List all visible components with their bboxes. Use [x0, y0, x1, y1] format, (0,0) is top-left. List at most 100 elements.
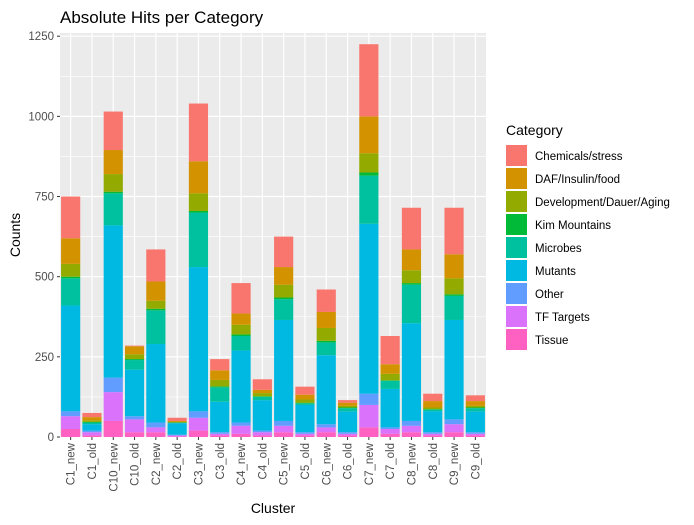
bar-segment-C5_new-kim-mountains — [274, 297, 294, 300]
bar-segment-C3_old-chemicals-stress — [210, 359, 230, 371]
bar-segment-C7_new-tissue — [359, 427, 379, 437]
bar-segment-C2_old-mutants — [167, 423, 187, 435]
bar-segment-C9_old-daf-insulin-food — [465, 401, 485, 406]
bar-segment-C7_old-kim-mountains — [380, 380, 400, 381]
x-tick-label: C10_old — [130, 443, 142, 486]
bar-segment-C1_old-chemicals-stress — [82, 412, 102, 418]
bar-segment-C5_old-kim-mountains — [295, 402, 315, 404]
bar-segment-C3_new-kim-mountains — [188, 210, 209, 213]
bar-segment-C2_old-chemicals-stress — [167, 417, 187, 421]
bar-segment-C4_old-development-dauer-aging — [252, 393, 272, 397]
bar-segment-C9_new-tf-targets — [444, 424, 464, 433]
legend-label: TF Targets — [535, 312, 590, 324]
bar-segment-C8_old-kim-mountains — [423, 409, 443, 410]
bar-segment-C6_new-tissue — [316, 432, 336, 437]
bar-segment-C1_old-tf-targets — [82, 432, 102, 436]
bar-segment-C10_old-other — [124, 416, 145, 420]
bar-segment-C1_old-daf-insulin-food — [82, 417, 102, 421]
legend-key-other — [506, 283, 527, 304]
bar-segment-C1_new-tissue — [61, 428, 81, 437]
bar-segment-C10_old-chemicals-stress — [124, 345, 145, 347]
bar-segment-C3_old-daf-insulin-food — [210, 370, 230, 380]
x-tick-label: C5_new — [279, 442, 291, 485]
bar-segment-C10_new-tissue — [103, 420, 123, 437]
legend-label: Tissue — [535, 335, 568, 347]
bar-segment-C3_old-microbes — [210, 387, 230, 402]
legend: Category Chemicals/stress DAF/Insulin/foo… — [506, 122, 670, 350]
bar-segment-C8_old-microbes — [423, 409, 443, 412]
legend-key-mutants — [506, 260, 527, 281]
bar-segment-C5_new-tissue — [274, 432, 294, 437]
bar-segment-C5_old-tissue — [295, 435, 315, 437]
bar-segment-C7_old-development-dauer-aging — [380, 373, 400, 381]
bar-segment-C6_old-other — [337, 432, 358, 434]
bar-segment-C7_new-tf-targets — [359, 404, 379, 428]
bar-segment-C4_new-daf-insulin-food — [231, 313, 251, 325]
bar-segment-C2_new-kim-mountains — [146, 308, 166, 311]
y-axis: 0 250 500 750 1000 1250 — [28, 31, 60, 444]
bar-segment-C8_new-chemicals-stress — [401, 207, 422, 250]
bar-segment-C8_old-other — [423, 432, 443, 434]
bar-segment-C7_new-chemicals-stress — [359, 44, 379, 117]
bar-segment-C10_old-kim-mountains — [124, 359, 145, 361]
bar-segment-C7_old-tf-targets — [380, 428, 400, 434]
bar-segment-C7_new-daf-insulin-food — [359, 116, 379, 154]
x-tick-label: C8_new — [406, 442, 418, 485]
bar-segment-C4_new-microbes — [231, 336, 251, 351]
bar-segment-C1_new-kim-mountains — [61, 276, 81, 279]
bar-segment-C6_old-microbes — [337, 408, 358, 412]
legend-label: Microbes — [535, 243, 582, 255]
bar-segment-C9_old-microbes — [465, 408, 485, 412]
bar-segment-C8_new-microbes — [401, 284, 422, 324]
bar-segment-C10_new-kim-mountains — [103, 191, 123, 194]
bar-segment-C7_new-mutants — [359, 223, 379, 394]
bar-segment-C9_old-mutants — [465, 411, 485, 433]
y-tick-label: 500 — [35, 272, 54, 284]
plot-panel — [60, 33, 486, 437]
bar-segment-C9_old-tf-targets — [465, 433, 485, 436]
legend-key-development-dauer-aging — [506, 191, 527, 212]
bar-segment-C9_new-microbes — [444, 295, 464, 320]
bar-segment-C6_new-mutants — [316, 355, 336, 425]
bar-segment-C3_old-kim-mountains — [210, 386, 230, 388]
bar-segment-C3_new-microbes — [188, 212, 209, 268]
bar-segment-C6_old-tf-targets — [337, 433, 358, 436]
x-tick-label: C1_old — [87, 443, 99, 479]
bar-segment-C10_old-mutants — [124, 369, 145, 417]
bar-segment-C9_old-development-dauer-aging — [465, 405, 485, 408]
bar-segment-C4_old-tf-targets — [252, 432, 272, 436]
x-tick-label: C6_old — [343, 443, 355, 479]
bar-segment-C3_new-tf-targets — [188, 417, 209, 431]
bar-segment-C9_new-other — [444, 419, 464, 425]
bar-segment-C8_new-other — [401, 420, 422, 426]
bar-segment-C8_old-chemicals-stress — [423, 393, 443, 402]
x-tick-label: C6_new — [321, 442, 333, 485]
x-tick-label: C9_old — [470, 443, 482, 479]
y-tick-label: 1250 — [28, 31, 54, 43]
bar-segment-C1_new-microbes — [61, 278, 81, 306]
bar-segment-C8_old-mutants — [423, 411, 443, 433]
bar-segment-C8_new-tissue — [401, 432, 422, 437]
bar-segment-C9_old-other — [465, 432, 485, 434]
x-tick-label: C7_new — [364, 442, 376, 485]
bar-segment-C3_old-tf-targets — [210, 433, 230, 436]
bar-segment-C8_old-development-dauer-aging — [423, 407, 443, 410]
bar-segment-C2_old-tf-targets — [167, 435, 187, 437]
bar-segment-C1_old-tissue — [82, 435, 102, 437]
bar-segment-C6_new-chemicals-stress — [316, 289, 336, 312]
y-tick-label: 1000 — [28, 111, 54, 123]
bar-segment-C10_new-microbes — [103, 193, 123, 226]
bar-segment-C10_new-chemicals-stress — [103, 111, 123, 151]
bar-segment-C2_old-other — [167, 434, 187, 436]
bar-segment-C5_new-tf-targets — [274, 425, 294, 433]
bar-segment-C9_old-tissue — [465, 435, 485, 437]
bar-segment-C4_new-tissue — [231, 433, 251, 437]
bar-segment-C4_new-other — [231, 422, 251, 426]
x-axis-title: Cluster — [251, 500, 296, 516]
bar-segment-C9_new-daf-insulin-food — [444, 254, 464, 279]
legend-key-microbes — [506, 237, 527, 258]
bar-segment-C2_new-tf-targets — [146, 427, 166, 433]
bar-segment-C7_new-kim-mountains — [359, 172, 379, 176]
bar-segment-C1_new-development-dauer-aging — [61, 263, 81, 277]
